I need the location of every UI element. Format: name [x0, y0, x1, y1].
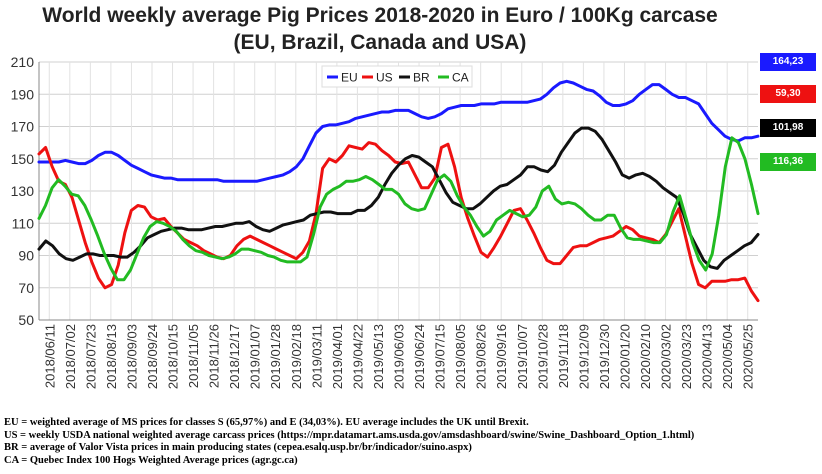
y-tick-label: 150 — [11, 151, 35, 167]
footnotes: EU = weighted average of MS prices for c… — [4, 417, 819, 467]
x-tick-label: 2020/02/10 — [638, 324, 653, 389]
x-tick-label: 2018/07/23 — [83, 324, 98, 389]
x-tick-label: 2019/10/07 — [515, 324, 530, 389]
end-label-br: 101,98 — [760, 119, 816, 137]
x-tick-label: 2019/02/18 — [289, 324, 304, 389]
legend-label-us: US — [376, 71, 393, 85]
x-tick-label: 2019/01/07 — [248, 324, 263, 389]
x-tick-label: 2019/07/15 — [433, 324, 448, 389]
x-tick-label: 2019/04/22 — [350, 324, 365, 389]
x-tick-label: 2019/06/03 — [392, 324, 407, 389]
x-tick-label: 2020/03/02 — [659, 324, 674, 389]
legend-label-br: BR — [413, 71, 430, 85]
x-tick-label: 2019/10/28 — [535, 324, 550, 389]
chart-title: World weekly average Pig Prices 2018-202… — [42, 4, 718, 27]
chart-subtitle: (EU, Brazil, Canada and USA) — [233, 31, 527, 54]
x-tick-label: 2019/08/26 — [474, 324, 489, 389]
x-tick-label: 2018/06/11 — [42, 324, 57, 388]
y-tick-label: 190 — [11, 86, 35, 102]
series-line-ca — [37, 136, 760, 282]
footnote-ca: CA = Quebec Index 100 Hogs Weighted Aver… — [4, 454, 298, 466]
line-chart: 50 70 90 110 130 150 170 190 210 2018/06/11 2018/0… — [11, 54, 760, 389]
series-line-us — [37, 141, 760, 303]
y-tick-label: 170 — [11, 119, 35, 135]
x-tick-label: 2019/01/28 — [268, 324, 283, 389]
footnote-br: BR = average of Valor Vista prices in ma… — [4, 442, 472, 453]
y-tick-label: 110 — [12, 215, 35, 231]
x-tick-label: 2019/11/18 — [556, 324, 571, 388]
series-line-br — [37, 126, 760, 270]
x-tick-label: 2019/12/09 — [576, 324, 591, 389]
y-tick-label: 50 — [18, 312, 34, 328]
y-tick-label: 210 — [11, 54, 35, 70]
legend-label-eu: EU — [341, 71, 358, 85]
x-tick-label: 2019/09/16 — [494, 324, 509, 389]
x-tick-label: 2018/09/24 — [145, 324, 160, 389]
legend-label-ca: CA — [452, 71, 469, 85]
end-label-ca: 116,36 — [760, 153, 816, 171]
x-tick-label: 2019/05/13 — [371, 324, 386, 389]
x-tick-label: 2020/01/20 — [617, 324, 632, 389]
y-tick-label: 130 — [11, 183, 35, 199]
y-tick-label: 70 — [18, 280, 34, 296]
x-tick-label: 2018/08/13 — [104, 324, 119, 389]
y-tick-label: 90 — [18, 248, 34, 264]
x-tick-label: 2018/11/26 — [207, 324, 222, 388]
x-tick-label: 2019/08/05 — [453, 324, 468, 389]
legend-box — [321, 65, 473, 88]
footnote-eu: EU = weighted average of MS prices for c… — [4, 417, 529, 428]
x-tick-label: 2019/03/11 — [309, 324, 324, 388]
x-tick-label: 2018/09/03 — [124, 324, 139, 389]
end-label-eu: 164,23 — [760, 53, 816, 71]
x-tick-label: 2020/05/25 — [741, 324, 756, 389]
x-tick-label: 2018/11/05 — [186, 324, 201, 388]
x-tick-label: 2020/03/23 — [679, 324, 694, 389]
x-tick-label: 2020/04/13 — [700, 324, 715, 389]
x-tick-label: 2018/10/15 — [166, 324, 181, 389]
x-tick-label: 2019/12/30 — [597, 324, 612, 389]
x-tick-label: 2020/05/04 — [720, 324, 735, 389]
series-line-eu — [37, 79, 760, 183]
end-label-us: 59,30 — [760, 85, 816, 103]
x-tick-label: 2018/07/02 — [63, 324, 78, 389]
footnote-us: US = weekly USDA national weighted avera… — [4, 429, 695, 441]
x-tick-label: 2019/04/01 — [330, 324, 345, 389]
x-tick-label: 2019/06/24 — [412, 324, 427, 389]
x-tick-label: 2018/12/17 — [227, 324, 242, 389]
